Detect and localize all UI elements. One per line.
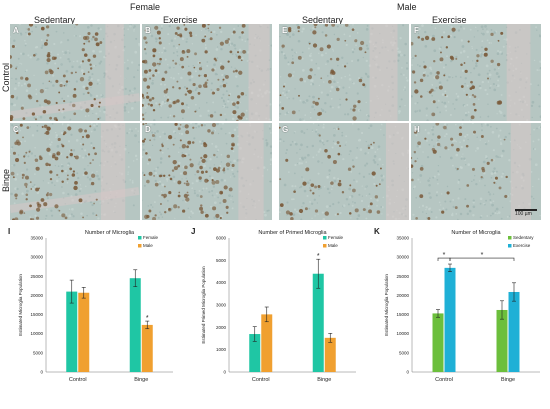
chart-panel-J: J Number of Primed Microglia Estimated Pri… [183, 226, 366, 404]
bar-sedentary-binge [496, 309, 508, 372]
chart-I-svg: I Number of Microglia Estimated Microglia … [8, 227, 173, 383]
legend-label: Sedentary [513, 235, 534, 240]
y-tick-label: 10000 [396, 331, 409, 336]
y-tick-label: 4000 [216, 280, 227, 285]
y-tick-label: 0 [40, 370, 43, 375]
legend-swatch [138, 244, 142, 248]
scale-bar-line [515, 209, 537, 211]
significance-bracket [449, 257, 515, 262]
micrograph-g: G [279, 123, 409, 220]
x-tick-label: Binge [317, 377, 331, 383]
bar-female-binge [312, 273, 324, 372]
panel-letter-b: B [145, 26, 151, 35]
y-axis-label: Estimated Primed Microglia Population [201, 266, 206, 344]
micrograph-d: D [142, 123, 272, 220]
panel-letter: I [8, 227, 10, 236]
col-label-female-exercise: Exercise [163, 15, 198, 25]
y-tick-label: 20000 [30, 293, 43, 298]
legend-swatch [138, 236, 142, 240]
y-tick-label: 35000 [30, 236, 43, 241]
y-axis-label: Estimated Microglia Population [384, 274, 389, 336]
legend-label: Exercise [513, 243, 531, 248]
scale-bar: 100 µm [515, 209, 537, 217]
x-tick-label: Control [252, 377, 270, 383]
panel-letter-e: E [282, 26, 288, 35]
bar-sedentary-control [432, 313, 444, 372]
chart-title: Number of Microglia [85, 230, 135, 236]
scale-bar-label: 100 µm [515, 211, 532, 217]
micrograph-b: B [142, 24, 272, 121]
legend-swatch [508, 244, 512, 248]
y-tick-label: 6000 [216, 236, 227, 241]
chart-panel-K: K Number of Microglia Estimated Microglia … [366, 226, 550, 404]
significance-star: * [317, 253, 320, 260]
bar-female-binge [129, 278, 141, 372]
panel-letter-h: H [414, 125, 420, 134]
y-tick-label: 3000 [216, 303, 227, 308]
y-tick-label: 0 [223, 370, 226, 375]
legend-label: Female [143, 235, 159, 240]
y-tick-label: 5000 [33, 350, 44, 355]
y-tick-label: 25000 [30, 274, 43, 279]
bar-female-control [66, 291, 78, 372]
panel-letter: K [374, 227, 380, 236]
chart-K-svg: K Number of Microglia Estimated Microglia … [374, 227, 540, 383]
bar-male-control [78, 292, 90, 372]
bar-exercise-binge [508, 291, 520, 372]
significance-star: * [443, 252, 446, 259]
y-tick-label: 10000 [30, 331, 43, 336]
panel-letter-f: F [414, 26, 419, 35]
female-header: Female [130, 2, 161, 12]
male-header: Male [397, 2, 417, 12]
bar-female-control [249, 334, 261, 372]
col-label-male-sedentary: Sedentary [302, 15, 344, 25]
panel-letter-d: D [145, 125, 151, 134]
chart-panel-I: I Number of Microglia Estimated Microglia … [0, 226, 183, 404]
micrograph-h: H 100 µm [411, 123, 541, 220]
col-label-male-exercise: Exercise [432, 15, 467, 25]
legend-swatch [323, 244, 327, 248]
y-tick-label: 30000 [30, 255, 43, 260]
panel-letter-c: C [13, 125, 19, 134]
y-tick-label: 20000 [396, 293, 409, 298]
y-tick-label: 35000 [396, 236, 409, 241]
chart-title: Number of Microglia [451, 230, 501, 236]
bar-male-binge [324, 337, 336, 372]
panel-letter-a: A [13, 26, 19, 35]
bar-male-binge [141, 324, 153, 372]
legend-label: Male [143, 243, 153, 248]
legend-label: Male [328, 243, 338, 248]
panel-letter-g: G [282, 125, 289, 134]
x-tick-label: Binge [134, 377, 148, 383]
x-tick-label: Control [435, 377, 453, 383]
y-tick-label: 5000 [399, 350, 410, 355]
x-tick-label: Control [69, 377, 87, 383]
micrograph-a: A [10, 24, 140, 121]
x-tick-label: Binge [501, 377, 515, 383]
chart-title: Number of Primed Microglia [258, 230, 327, 236]
micrograph-f: F [411, 24, 541, 121]
significance-star: * [481, 252, 484, 259]
y-tick-label: 0 [406, 370, 409, 375]
legend-swatch [323, 236, 327, 240]
chart-J-svg: J Number of Primed Microglia Estimated Pri… [191, 227, 356, 383]
y-tick-label: 1000 [216, 347, 227, 352]
y-tick-label: 30000 [396, 255, 409, 260]
legend-swatch [508, 236, 512, 240]
bar-exercise-control [444, 267, 456, 372]
panel-letter: J [191, 227, 195, 236]
y-tick-label: 25000 [396, 274, 409, 279]
y-tick-label: 15000 [396, 312, 409, 317]
y-tick-label: 5000 [216, 258, 227, 263]
y-tick-label: 2000 [216, 325, 227, 330]
col-label-female-sedentary: Sedentary [34, 15, 76, 25]
y-axis-label: Estimated Microglia Population [18, 274, 23, 336]
bar-male-control [261, 314, 273, 372]
legend-label: Female [328, 235, 344, 240]
micrograph-c: C [10, 123, 140, 220]
significance-star: * [146, 315, 149, 322]
micrograph-e: E [279, 24, 409, 121]
y-tick-label: 15000 [30, 312, 43, 317]
